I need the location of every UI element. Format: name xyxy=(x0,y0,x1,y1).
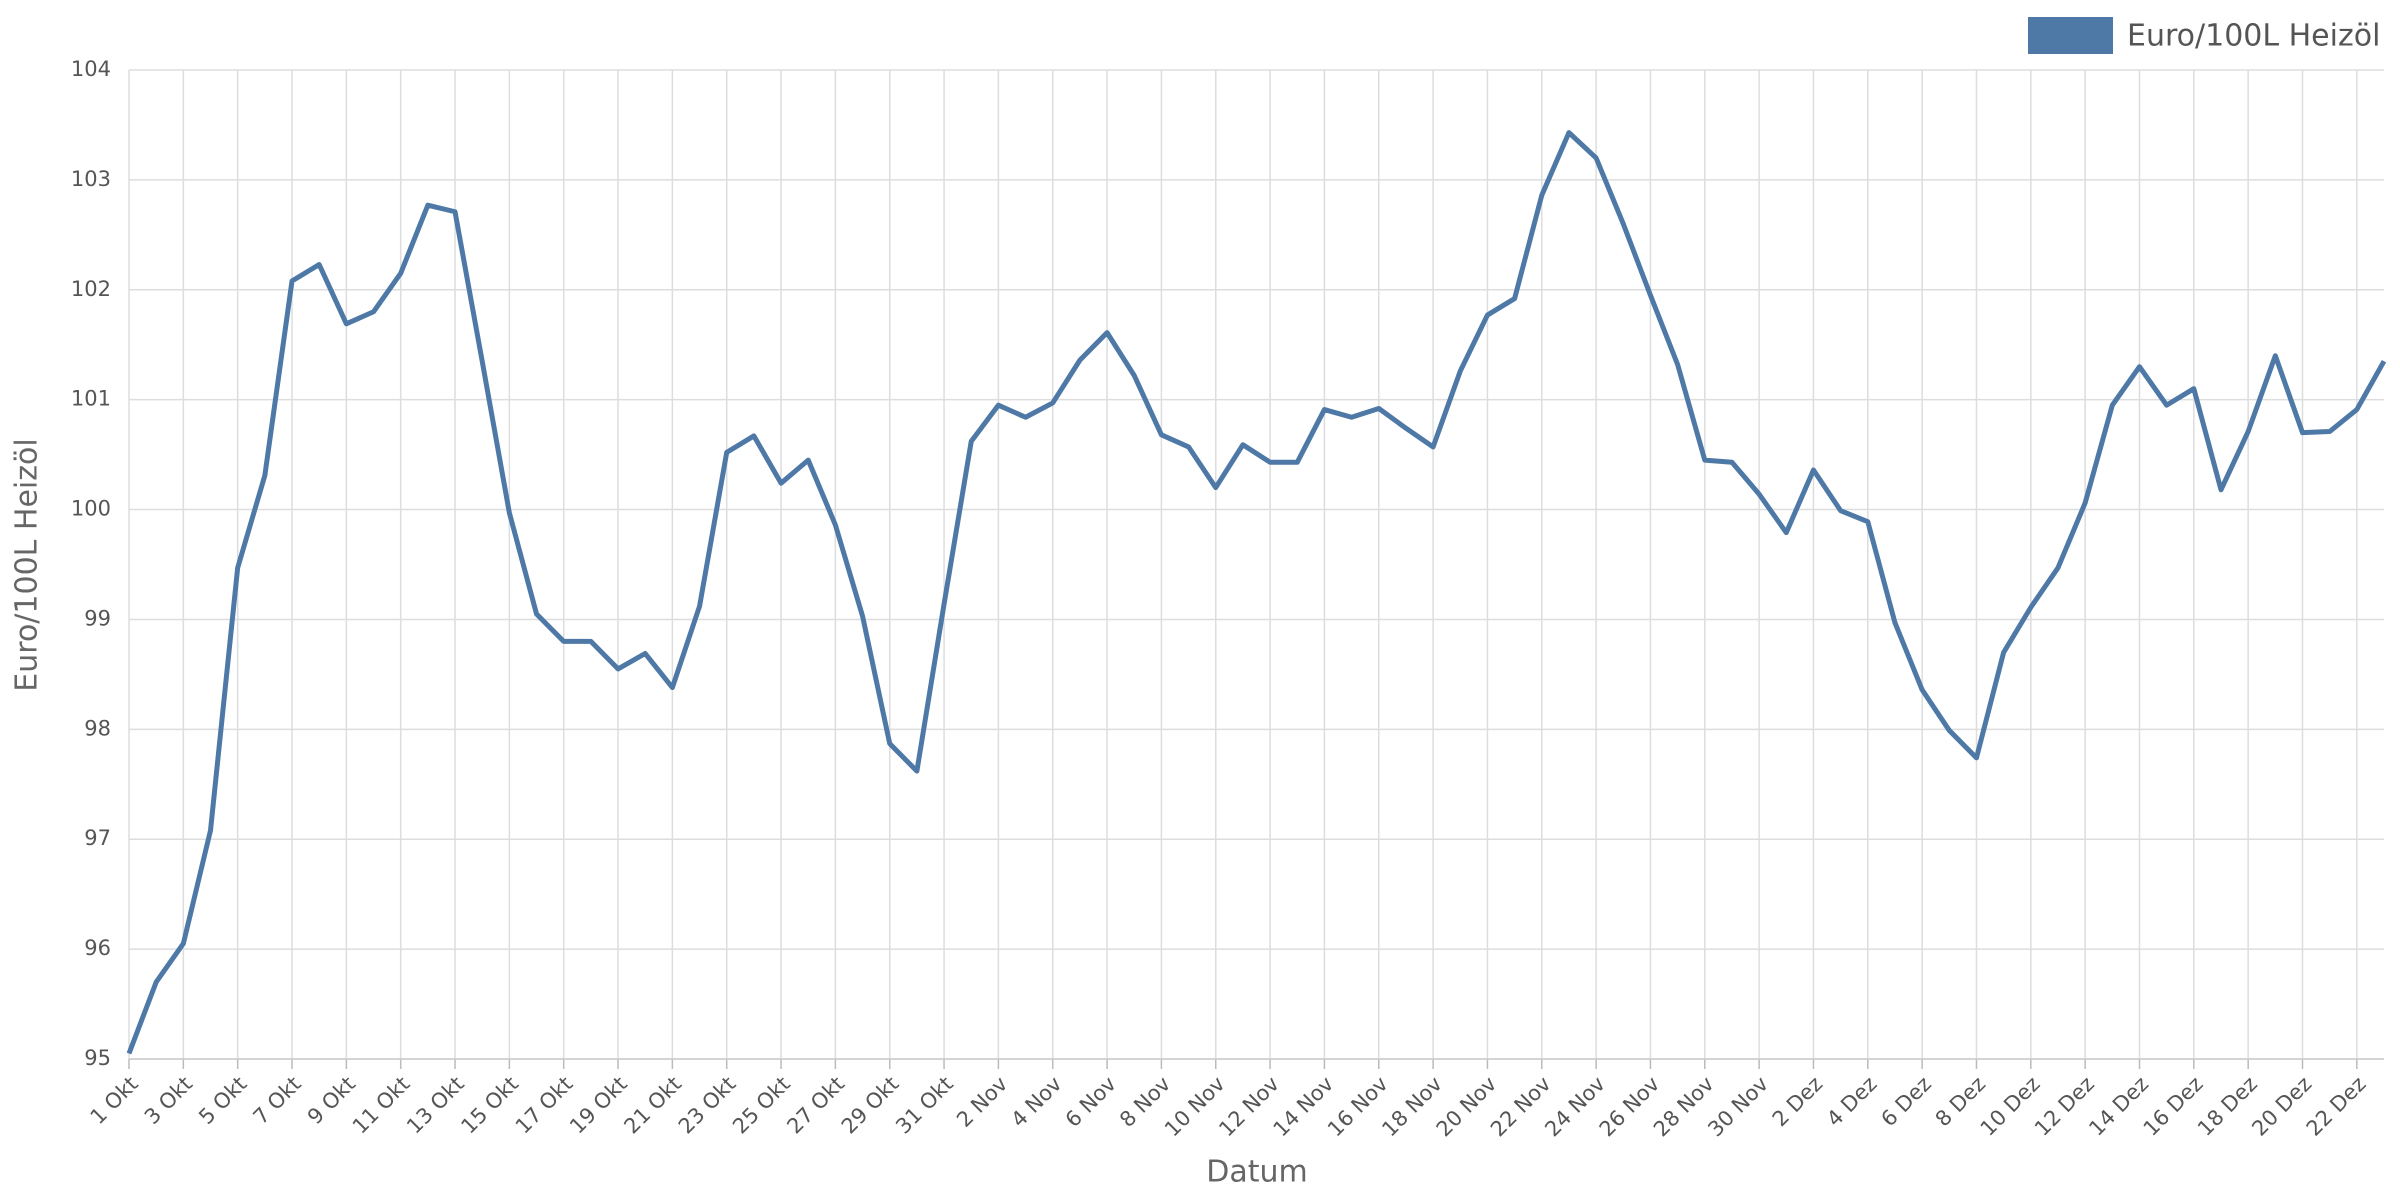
x-tick-label: 25 Okt xyxy=(728,1072,795,1139)
x-tick-label: 6 Dez xyxy=(1876,1072,1936,1132)
y-tick-label: 95 xyxy=(84,1046,111,1070)
y-tick-label: 101 xyxy=(71,387,111,411)
x-tick-label: 10 Dez xyxy=(1976,1072,2045,1141)
x-tick-label: 30 Nov xyxy=(1703,1072,1773,1142)
x-tick-label: 17 Okt xyxy=(511,1072,578,1139)
y-axis-title: Euro/100L Heizöl xyxy=(10,438,45,691)
x-tick-label: 14 Nov xyxy=(1269,1072,1339,1142)
x-tick-label: 13 Okt xyxy=(402,1072,469,1139)
x-tick-label: 16 Nov xyxy=(1323,1072,1393,1142)
y-tick-label: 102 xyxy=(71,277,111,301)
y-tick-label: 100 xyxy=(71,497,111,521)
y-tick-label: 98 xyxy=(84,716,111,740)
x-tick-label: 15 Okt xyxy=(456,1072,523,1139)
x-tick-label: 31 Okt xyxy=(891,1072,958,1139)
x-tick-label: 16 Dez xyxy=(2139,1072,2208,1141)
x-tick-label: 23 Okt xyxy=(674,1072,741,1139)
y-tick-label: 103 xyxy=(71,167,111,191)
x-tick-label: 4 Dez xyxy=(1822,1072,1882,1132)
x-tick-label: 22 Nov xyxy=(1486,1072,1556,1142)
legend-swatch xyxy=(2028,17,2113,54)
x-tick-label: 11 Okt xyxy=(348,1072,415,1139)
x-tick-label: 22 Dez xyxy=(2302,1072,2371,1141)
x-tick-label: 28 Nov xyxy=(1649,1072,1719,1142)
x-tick-label: 2 Nov xyxy=(952,1072,1012,1132)
x-tick-label: 3 Okt xyxy=(140,1072,197,1129)
x-tick-label: 19 Okt xyxy=(565,1072,632,1139)
y-tick-label: 96 xyxy=(84,936,111,960)
x-axis-title: Datum xyxy=(1206,1155,1307,1190)
legend-label: Euro/100L Heizöl xyxy=(2127,19,2380,54)
x-tick-label: 10 Nov xyxy=(1160,1072,1230,1142)
x-tick-label: 2 Dez xyxy=(1768,1072,1828,1132)
x-tick-label: 29 Okt xyxy=(837,1072,904,1139)
x-tick-label: 18 Nov xyxy=(1377,1072,1447,1142)
x-tick-label: 4 Nov xyxy=(1006,1072,1066,1132)
x-tick-label: 14 Dez xyxy=(2084,1072,2153,1141)
y-tick-label: 97 xyxy=(84,826,111,850)
y-tick-label: 104 xyxy=(71,57,111,81)
y-tick-label: 99 xyxy=(84,606,111,630)
x-tick-label: 6 Nov xyxy=(1061,1072,1121,1132)
x-tick-label: 12 Dez xyxy=(2030,1072,2099,1141)
x-tick-label: 21 Okt xyxy=(619,1072,686,1139)
x-tick-label: 12 Nov xyxy=(1214,1072,1284,1142)
line-series xyxy=(126,130,2387,1055)
x-tick-label: 27 Okt xyxy=(782,1072,849,1139)
x-tick-label: 20 Nov xyxy=(1432,1072,1502,1142)
x-tick-label: 5 Okt xyxy=(194,1072,251,1129)
x-tick-label: 1 Okt xyxy=(86,1072,143,1129)
x-tick-label: 20 Dez xyxy=(2247,1072,2316,1141)
x-tick-label: 24 Nov xyxy=(1540,1072,1610,1142)
x-tick-label: 7 Okt xyxy=(249,1072,306,1129)
x-tick-label: 26 Nov xyxy=(1595,1072,1665,1142)
x-tick-label: 18 Dez xyxy=(2193,1072,2262,1141)
